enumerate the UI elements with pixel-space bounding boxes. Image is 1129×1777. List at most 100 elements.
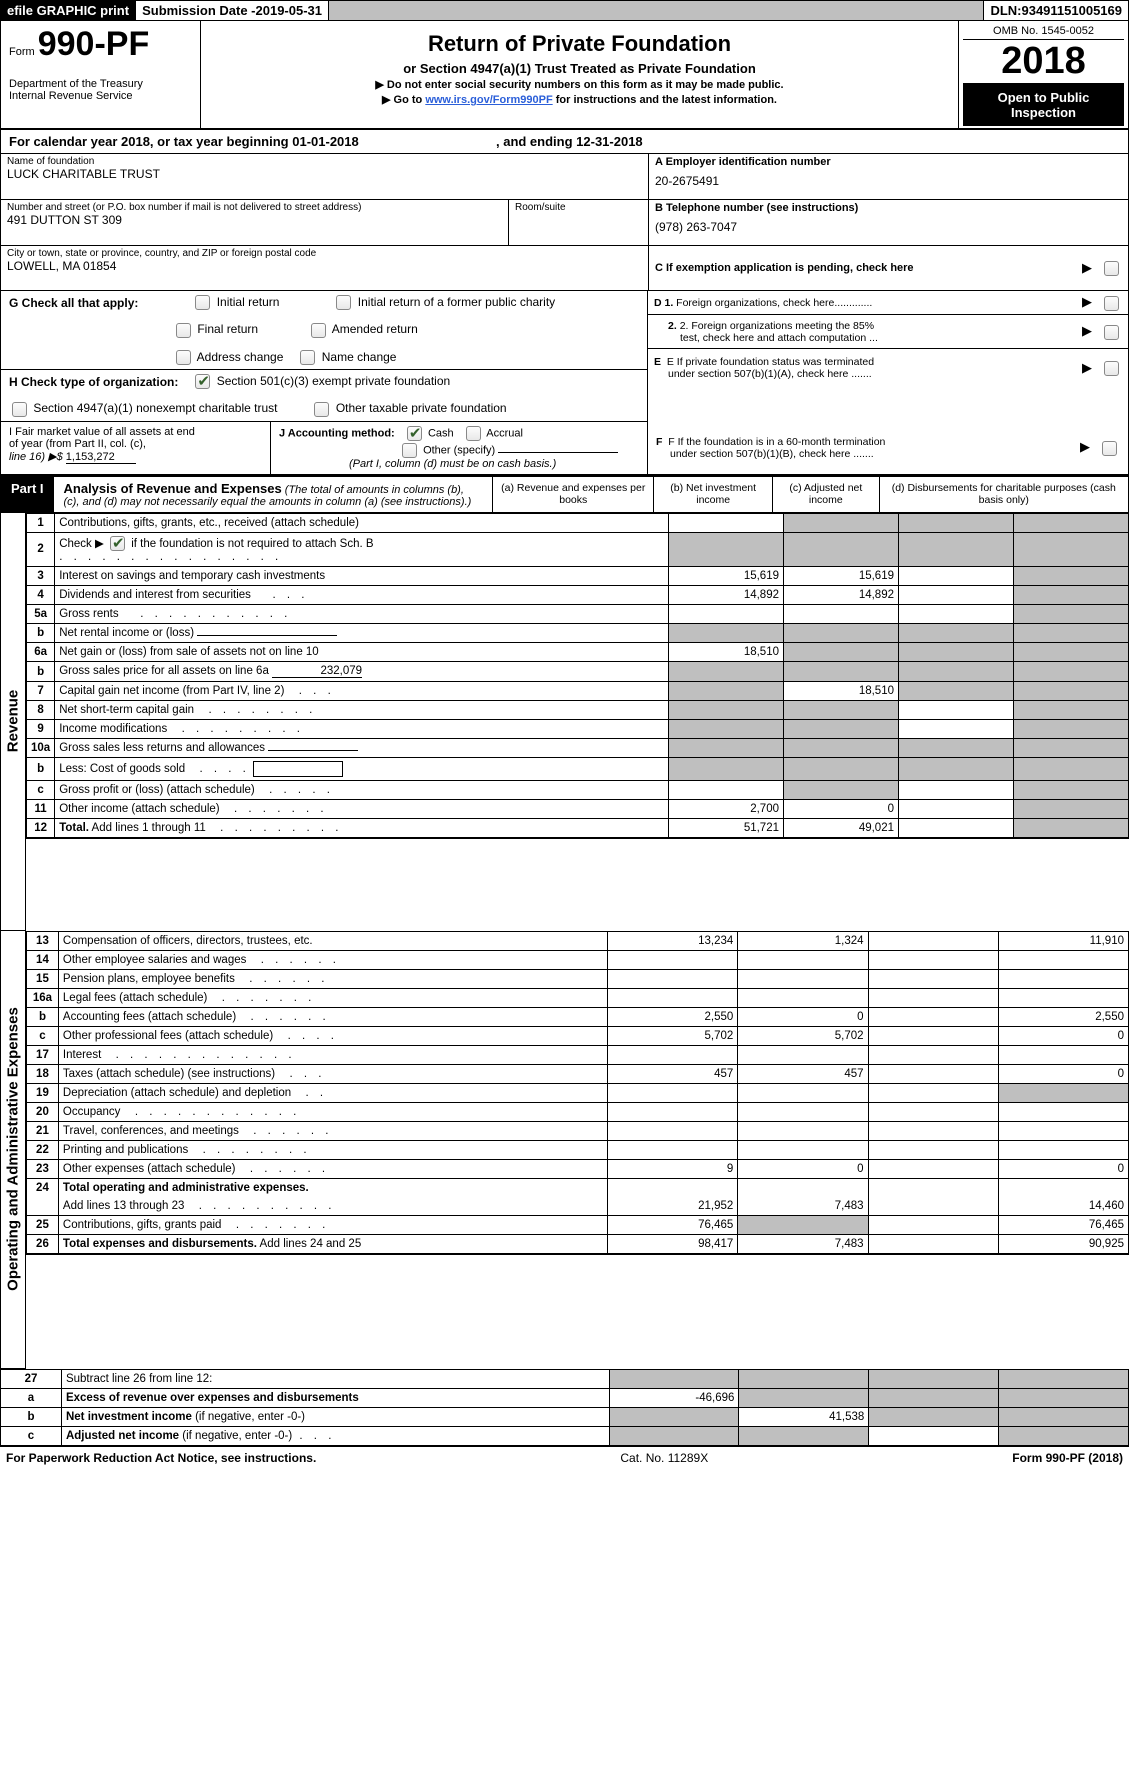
table-row: bNet rental income or (loss) xyxy=(27,624,1129,643)
table-row: 23Other expenses (attach schedule) . . .… xyxy=(27,1159,1129,1178)
h-501c3-cb[interactable] xyxy=(195,374,210,389)
table-row: 6aNet gain or (loss) from sale of assets… xyxy=(27,643,1129,662)
ein-value: 20-2675491 xyxy=(655,174,1122,188)
revenue-table: 1Contributions, gifts, grants, etc., rec… xyxy=(26,513,1129,839)
phone-value: (978) 263-7047 xyxy=(655,220,1122,234)
ssn-warning: ▶ Do not enter social security numbers o… xyxy=(207,78,952,91)
tax-year: 2018 xyxy=(963,40,1124,84)
form-number: 990-PF xyxy=(38,25,150,64)
j-cash-cb[interactable] xyxy=(407,426,422,441)
ein-label: A Employer identification number xyxy=(655,156,1122,168)
cat-number: Cat. No. 11289X xyxy=(620,1451,708,1465)
table-row: 13Compensation of officers, directors, t… xyxy=(27,931,1129,950)
table-row: bGross sales price for all assets on lin… xyxy=(27,662,1129,682)
part1-body: Part I Analysis of Revenue and Expenses … xyxy=(0,476,1129,513)
topbar-spacer xyxy=(329,1,984,20)
h-4947-cb[interactable] xyxy=(12,402,27,417)
g-amended-cb[interactable] xyxy=(311,323,326,338)
h-other-taxable-cb[interactable] xyxy=(314,402,329,417)
col-a-header: (a) Revenue and expenses per books xyxy=(493,476,654,512)
topbar: efile GRAPHIC print Submission Date - 20… xyxy=(0,0,1129,21)
j-other-cb[interactable] xyxy=(402,443,417,458)
table-row: 11Other income (attach schedule) . . . .… xyxy=(27,800,1129,819)
table-row: 18Taxes (attach schedule) (see instructi… xyxy=(27,1064,1129,1083)
d1-checkbox[interactable] xyxy=(1104,296,1119,311)
col-b-header: (b) Net investment income xyxy=(654,476,773,512)
table-row: aExcess of revenue over expenses and dis… xyxy=(1,1388,1129,1407)
street-address: 491 DUTTON ST 309 xyxy=(7,213,502,227)
open-to-public: Open to PublicInspection xyxy=(963,84,1124,126)
identification-grid: Name of foundation LUCK CHARITABLE TRUST… xyxy=(0,154,1129,290)
form-title: Return of Private Foundation xyxy=(207,31,952,57)
omb-number: OMB No. 1545-0052 xyxy=(963,23,1124,40)
table-row: 4Dividends and interest from securities … xyxy=(27,586,1129,605)
form-header: Form 990-PF Department of the Treasury I… xyxy=(0,21,1129,130)
line27-table: 27Subtract line 26 from line 12: aExcess… xyxy=(0,1369,1129,1446)
c-checkbox[interactable] xyxy=(1104,261,1119,276)
table-row: 22Printing and publications . . . . . . … xyxy=(27,1140,1129,1159)
part1-header-table: Part I Analysis of Revenue and Expenses … xyxy=(0,476,1129,513)
submission-date: Submission Date - 2019-05-31 xyxy=(136,1,329,20)
header-left: Form 990-PF Department of the Treasury I… xyxy=(1,21,201,128)
g-name-change-cb[interactable] xyxy=(300,350,315,365)
table-row: 12Total. Add lines 1 through 11 . . . . … xyxy=(27,819,1129,839)
expenses-table: 13Compensation of officers, directors, t… xyxy=(26,931,1129,1255)
table-row: cAdjusted net income (if negative, enter… xyxy=(1,1426,1129,1445)
table-row: 19Depreciation (attach schedule) and dep… xyxy=(27,1083,1129,1102)
g-initial-former-cb[interactable] xyxy=(336,295,351,310)
table-row: cGross profit or (loss) (attach schedule… xyxy=(27,781,1129,800)
table-row: 24Total operating and administrative exp… xyxy=(27,1178,1129,1197)
j-label: J Accounting method: xyxy=(279,427,395,439)
ijf-row: I Fair market value of all assets at end… xyxy=(0,422,1129,476)
goto-line: ▶ Go to www.irs.gov/Form990PF for instru… xyxy=(207,93,952,106)
form-ref: Form 990-PF (2018) xyxy=(1012,1451,1123,1465)
col-d-header: (d) Disbursements for charitable purpose… xyxy=(879,476,1128,512)
city-label: City or town, state or province, country… xyxy=(7,248,642,259)
table-row: 5aGross rents . . . . . . . . . . . xyxy=(27,605,1129,624)
table-row: 20Occupancy . . . . . . . . . . . . xyxy=(27,1102,1129,1121)
c-label: C If exemption application is pending, c… xyxy=(655,262,914,274)
table-row: 2Check ▶ if the foundation is not requir… xyxy=(27,532,1129,566)
table-row: 16aLegal fees (attach schedule) . . . . … xyxy=(27,988,1129,1007)
schb-checkbox[interactable] xyxy=(110,536,125,551)
j-accrual-cb[interactable] xyxy=(466,426,481,441)
table-row: 8Net short-term capital gain . . . . . .… xyxy=(27,701,1129,720)
header-right: OMB No. 1545-0052 2018 Open to PublicIns… xyxy=(958,21,1128,128)
city-state-zip: LOWELL, MA 01854 xyxy=(7,259,642,273)
g-address-change-cb[interactable] xyxy=(176,350,191,365)
part1-label: Part I xyxy=(1,477,54,512)
table-row: 17Interest . . . . . . . . . . . . . xyxy=(27,1045,1129,1064)
table-row: 3Interest on savings and temporary cash … xyxy=(27,567,1129,586)
form-subtitle: or Section 4947(a)(1) Trust Treated as P… xyxy=(207,61,952,76)
address-label: Number and street (or P.O. box number if… xyxy=(7,202,502,213)
dept-line2: Internal Revenue Service xyxy=(9,90,192,102)
col-c-header: (c) Adjusted net income xyxy=(773,476,880,512)
table-row: 21Travel, conferences, and meetings . . … xyxy=(27,1121,1129,1140)
f-checkbox[interactable] xyxy=(1102,441,1117,456)
irs-link[interactable]: www.irs.gov/Form990PF xyxy=(425,94,552,106)
d2-checkbox[interactable] xyxy=(1104,325,1119,340)
table-row: Add lines 13 through 23 . . . . . . . . … xyxy=(27,1197,1129,1216)
table-row: 27Subtract line 26 from line 12: xyxy=(1,1369,1129,1388)
g-label: G Check all that apply: xyxy=(9,296,138,310)
table-row: 7Capital gain net income (from Part IV, … xyxy=(27,682,1129,701)
e-checkbox[interactable] xyxy=(1104,361,1119,376)
expenses-side-label: Operating and Administrative Expenses xyxy=(0,931,26,1369)
table-row: 15Pension plans, employee benefits . . .… xyxy=(27,969,1129,988)
g-initial-return-cb[interactable] xyxy=(195,295,210,310)
table-row: 26Total expenses and disbursements. Add … xyxy=(27,1234,1129,1254)
table-row: 14Other employee salaries and wages . . … xyxy=(27,950,1129,969)
g-final-return-cb[interactable] xyxy=(176,323,191,338)
name-label: Name of foundation xyxy=(7,156,642,167)
dln: DLN: 93491151005169 xyxy=(984,1,1128,20)
table-row: bAccounting fees (attach schedule) . . .… xyxy=(27,1007,1129,1026)
table-row: 10aGross sales less returns and allowanc… xyxy=(27,739,1129,758)
phone-label: B Telephone number (see instructions) xyxy=(655,202,1122,214)
form-word: Form xyxy=(9,46,35,58)
h-label: H Check type of organization: xyxy=(9,375,178,389)
page-footer: For Paperwork Reduction Act Notice, see … xyxy=(0,1446,1129,1469)
table-row: 1Contributions, gifts, grants, etc., rec… xyxy=(27,513,1129,532)
revenue-side-label: Revenue xyxy=(0,513,26,931)
table-row: 25Contributions, gifts, grants paid . . … xyxy=(27,1215,1129,1234)
calendar-year-row: For calendar year 2018, or tax year begi… xyxy=(0,130,1129,154)
